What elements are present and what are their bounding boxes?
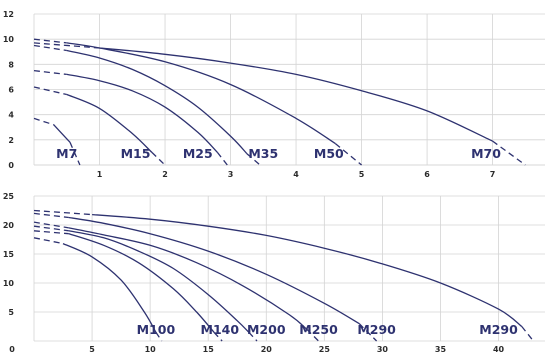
y-tick-label: 4 [8, 111, 14, 120]
x-tick-label: 1 [97, 170, 103, 179]
curve-start-dash [33, 44, 67, 52]
y-tick-label: 15 [3, 250, 15, 259]
curve-label: M100 [137, 322, 176, 337]
curve-start-dash [33, 117, 54, 126]
curve-start-dash [33, 42, 100, 49]
curve-m50 [66, 42, 336, 145]
curve-m250 [68, 227, 308, 330]
curve-m15 [66, 93, 153, 153]
curve-label: M140 [201, 322, 240, 337]
curve-m70 [99, 47, 493, 142]
curve-m200 [68, 230, 250, 333]
x-tick-label: 3 [228, 170, 234, 179]
curve-end-dash [248, 331, 258, 342]
x-tick-label: 30 [377, 345, 389, 354]
curve-label: M290 [479, 322, 518, 337]
curve-end-dash [151, 151, 166, 166]
y-tick-label: 5 [8, 308, 14, 317]
curve-end-dash [492, 140, 526, 166]
curve-start-dash [33, 225, 69, 232]
curve-label: M15 [121, 146, 151, 161]
curve-m290 [68, 216, 360, 325]
curve-end-dash [155, 331, 163, 342]
x-tick-label: 5 [89, 345, 95, 354]
curve-label: M25 [183, 146, 213, 161]
curve-start-dash [33, 230, 69, 235]
curve-end-dash [216, 151, 228, 166]
curve-label: M35 [248, 146, 278, 161]
curve-m290 [92, 213, 523, 328]
x-tick-label: 15 [203, 345, 215, 354]
curve-start-dash [33, 86, 67, 96]
curve-end-dash [334, 143, 363, 166]
bottom-chart-panel: 5 10 15 20 25 0 5 10 15 20 25 30 35 40 M100 M140 M200 M25… [3, 192, 545, 354]
y-tick-label: 2 [8, 136, 14, 145]
x-tick-label: 7 [490, 170, 496, 179]
curve-label: M7 [56, 146, 77, 161]
curve-end-dash [358, 323, 378, 342]
curve-end-dash [521, 326, 534, 342]
curve-end-dash [213, 331, 223, 342]
curve-start-dash [33, 38, 67, 44]
y-tick-label: 6 [8, 86, 14, 95]
x-tick-label: 25 [319, 345, 331, 354]
y-tick-label: 0 [8, 161, 14, 170]
curve-m140 [68, 233, 215, 333]
x-tick-label: 0 [9, 345, 15, 354]
y-tick-label: 10 [3, 35, 15, 44]
y-tick-label: 20 [3, 221, 15, 230]
x-tick-label: 40 [493, 345, 505, 354]
y-tick-label: 12 [3, 10, 14, 19]
curve-label: M70 [471, 146, 501, 161]
curve-label: M290 [357, 322, 396, 337]
curve-start-dash [33, 221, 69, 229]
curve-end-dash [306, 328, 319, 342]
curve-m100 [62, 243, 157, 333]
curve-m7 [53, 124, 71, 143]
curve-start-dash [33, 69, 67, 76]
y-tick-label: 8 [8, 60, 14, 69]
x-tick-label: 2 [162, 170, 168, 179]
curve-start-dash [33, 212, 69, 219]
x-tick-label: 4 [293, 170, 299, 179]
x-tick-label: 10 [145, 345, 157, 354]
curve-start-dash [33, 237, 64, 245]
y-tick-label: 10 [3, 279, 15, 288]
curve-label: M250 [299, 322, 338, 337]
curve-end-dash [246, 153, 261, 166]
curve-end-dash [69, 142, 81, 166]
curve-m35 [66, 49, 248, 155]
curve-m25 [66, 73, 218, 153]
curve-label: M50 [314, 146, 344, 161]
x-tick-label: 6 [424, 170, 430, 179]
x-tick-label: 35 [435, 345, 447, 354]
curve-label: M200 [247, 322, 286, 337]
curve-start-dash [33, 209, 93, 216]
y-tick-label: 25 [3, 192, 15, 201]
x-tick-label: 5 [359, 170, 365, 179]
x-tick-label: 20 [261, 345, 273, 354]
